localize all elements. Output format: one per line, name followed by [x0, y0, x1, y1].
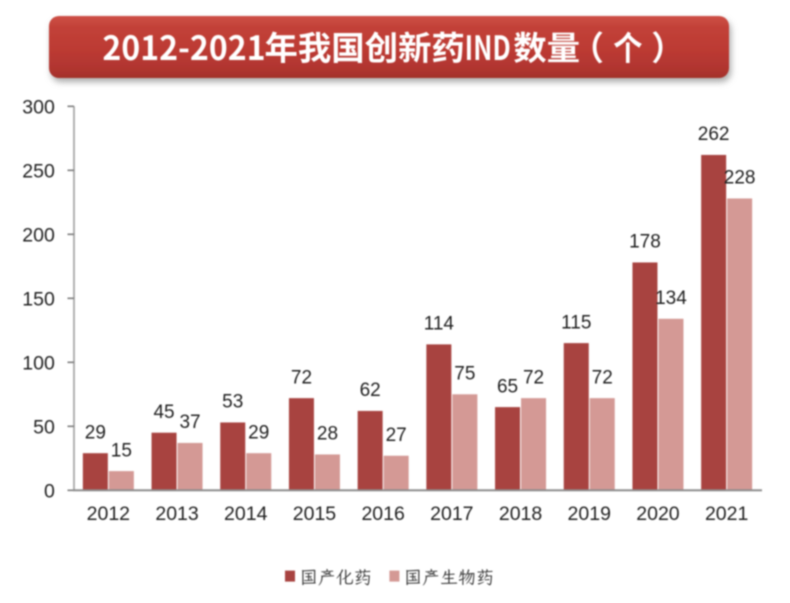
svg-text:29: 29 — [85, 422, 106, 443]
svg-text:45: 45 — [153, 402, 174, 423]
svg-text:50: 50 — [33, 417, 55, 439]
svg-text:2013: 2013 — [155, 503, 198, 525]
svg-text:100: 100 — [22, 353, 55, 375]
svg-text:72: 72 — [592, 367, 613, 388]
svg-text:2015: 2015 — [293, 503, 337, 525]
svg-text:75: 75 — [454, 364, 475, 385]
svg-text:28: 28 — [317, 424, 338, 445]
svg-text:2014: 2014 — [224, 503, 268, 525]
svg-text:2016: 2016 — [361, 503, 404, 525]
svg-text:0: 0 — [44, 481, 55, 503]
svg-text:2019: 2019 — [568, 503, 611, 525]
svg-text:114: 114 — [424, 314, 455, 335]
svg-text:2012: 2012 — [87, 503, 130, 525]
svg-text:178: 178 — [629, 232, 661, 253]
svg-text:65: 65 — [497, 376, 518, 397]
svg-text:115: 115 — [561, 312, 591, 333]
svg-text:200: 200 — [22, 225, 55, 247]
svg-text:72: 72 — [291, 367, 312, 388]
svg-text:37: 37 — [179, 412, 200, 433]
svg-text:250: 250 — [22, 161, 55, 183]
svg-text:2017: 2017 — [430, 503, 473, 525]
svg-text:262: 262 — [698, 124, 730, 145]
svg-text:62: 62 — [360, 380, 381, 401]
svg-text:2018: 2018 — [499, 503, 542, 525]
svg-text:2020: 2020 — [636, 503, 680, 525]
svg-text:2021: 2021 — [705, 503, 748, 525]
svg-text:53: 53 — [222, 392, 243, 413]
svg-text:300: 300 — [22, 97, 55, 119]
svg-text:29: 29 — [248, 422, 269, 443]
svg-text:150: 150 — [22, 289, 55, 311]
svg-text:27: 27 — [386, 425, 407, 446]
svg-text:134: 134 — [655, 288, 687, 309]
svg-text:72: 72 — [523, 367, 544, 388]
svg-text:15: 15 — [111, 440, 132, 461]
svg-text:228: 228 — [724, 168, 756, 189]
